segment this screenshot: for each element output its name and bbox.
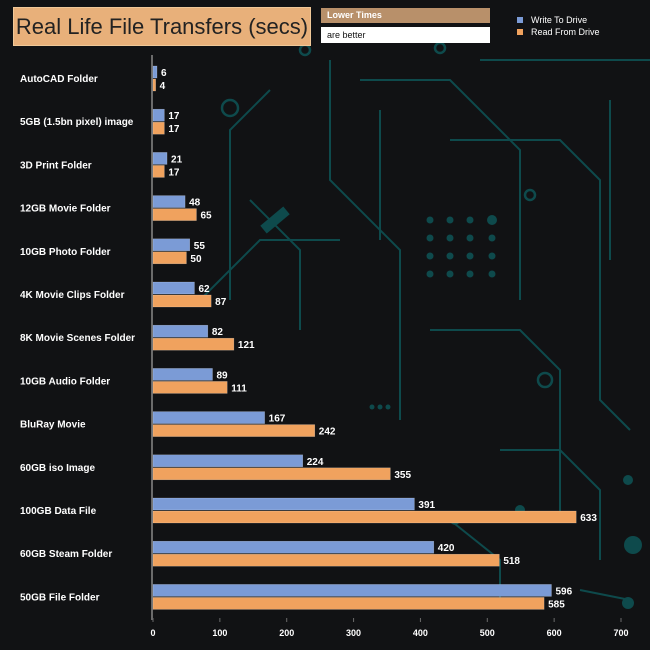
bar-read xyxy=(152,165,165,178)
data-label-read: 17 xyxy=(168,124,180,135)
bar-read xyxy=(152,121,165,135)
x-tick-label: 700 xyxy=(613,628,628,638)
bar-read xyxy=(152,294,212,308)
bar-write xyxy=(152,195,186,208)
legend-label-read: Read From Drive xyxy=(531,27,600,37)
bar-write xyxy=(152,108,165,122)
data-label-read: 65 xyxy=(200,211,212,222)
data-label-write: 420 xyxy=(438,543,455,554)
data-label-write: 55 xyxy=(194,241,206,252)
x-tick-label: 600 xyxy=(547,628,562,638)
legend-item-read: Read From Drive xyxy=(517,26,600,38)
data-label-read: 242 xyxy=(319,427,336,438)
bar-read xyxy=(152,208,197,221)
data-label-read: 87 xyxy=(215,297,227,308)
x-tick-label: 500 xyxy=(480,628,495,638)
bar-write xyxy=(152,584,552,597)
data-label-read: 633 xyxy=(580,513,597,524)
bar-write xyxy=(152,281,195,295)
data-label-read: 518 xyxy=(503,556,520,567)
x-tick-label: 300 xyxy=(346,628,361,638)
data-label-write: 82 xyxy=(212,327,224,338)
x-tick-label: 200 xyxy=(279,628,294,638)
category-label: 12GB Movie Folder xyxy=(20,204,111,215)
chart-title: Real Life File Transfers (secs) xyxy=(13,7,311,46)
bar-write xyxy=(152,65,158,79)
note-lower-times: Lower Times xyxy=(321,8,490,23)
data-label-write: 167 xyxy=(269,414,286,425)
legend: Write To Drive Read From Drive xyxy=(517,14,600,38)
bar-write xyxy=(152,238,191,252)
data-label-read: 50 xyxy=(190,254,202,265)
legend-label-write: Write To Drive xyxy=(531,15,588,25)
data-label-write: 89 xyxy=(217,370,229,381)
data-label-write: 48 xyxy=(189,198,201,209)
category-label: AutoCAD Folder xyxy=(20,74,98,85)
category-label: 3D Print Folder xyxy=(20,160,92,171)
data-label-read: 111 xyxy=(231,383,247,394)
legend-swatch-write xyxy=(517,17,523,23)
bar-read xyxy=(152,381,228,394)
bar-read xyxy=(152,424,316,437)
data-label-read: 585 xyxy=(548,599,565,610)
bar-write xyxy=(152,368,213,381)
bar-write xyxy=(152,540,435,554)
category-label: 4K Movie Clips Folder xyxy=(20,290,125,301)
x-tick-label: 100 xyxy=(212,628,227,638)
category-label: BluRay Movie xyxy=(20,420,86,431)
note-are-better: are better xyxy=(321,27,490,43)
bar-read xyxy=(152,510,577,524)
category-label: 10GB Photo Folder xyxy=(20,247,111,258)
data-label-write: 596 xyxy=(555,586,572,597)
bar-write xyxy=(152,152,168,165)
data-label-read: 121 xyxy=(238,340,255,351)
data-label-write: 17 xyxy=(168,111,180,122)
x-tick-label: 400 xyxy=(413,628,428,638)
bar-write xyxy=(152,454,304,468)
bar-write xyxy=(152,411,265,424)
bar-write xyxy=(152,324,209,338)
bar-read xyxy=(152,597,545,610)
data-label-write: 6 xyxy=(161,68,167,79)
category-label: 60GB Steam Folder xyxy=(20,549,112,560)
data-label-write: 391 xyxy=(418,500,435,511)
data-label-write: 224 xyxy=(307,457,324,468)
data-label-read: 355 xyxy=(394,470,411,481)
category-label: 60GB iso Image xyxy=(20,463,95,474)
legend-swatch-read xyxy=(517,29,523,35)
category-label: 8K Movie Scenes Folder xyxy=(20,333,135,344)
data-label-read: 17 xyxy=(168,167,180,178)
data-label-write: 62 xyxy=(198,284,210,295)
category-label: 5GB (1.5bn pixel) image xyxy=(20,117,134,128)
bar-read xyxy=(152,251,187,265)
bar-read xyxy=(152,337,235,351)
category-label: 50GB File Folder xyxy=(20,592,100,603)
data-label-write: 21 xyxy=(171,154,183,165)
x-tick-label: 0 xyxy=(150,628,155,638)
data-label-read: 4 xyxy=(160,81,166,92)
bar-write xyxy=(152,497,415,511)
legend-item-write: Write To Drive xyxy=(517,14,600,26)
bar-read xyxy=(152,467,391,481)
bar-read xyxy=(152,553,500,567)
bar-read xyxy=(152,78,156,92)
category-label: 10GB Audio Folder xyxy=(20,376,110,387)
category-label: 100GB Data File xyxy=(20,506,97,517)
